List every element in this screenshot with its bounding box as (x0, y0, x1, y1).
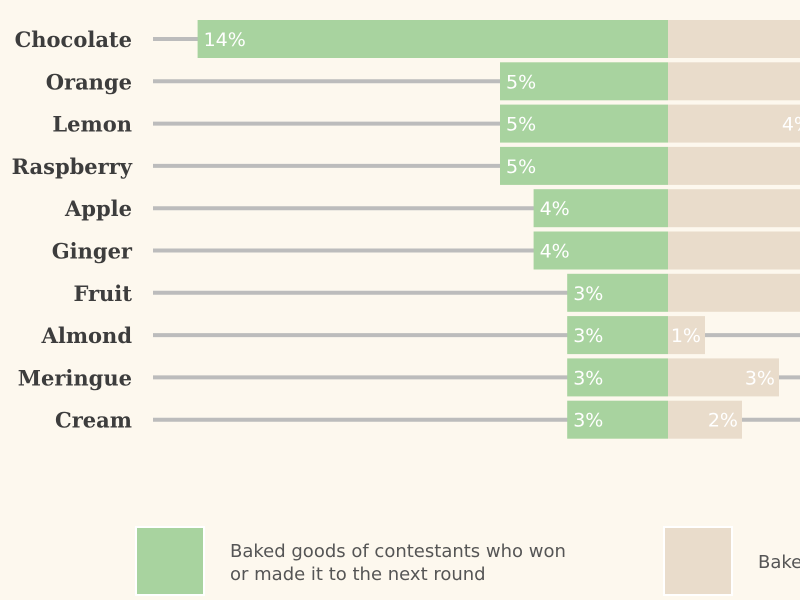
bar-right-cream (668, 400, 742, 439)
bar-right-almond (668, 316, 705, 355)
bar-left-apple (533, 189, 668, 228)
category-label-meringue: Meringue (18, 365, 132, 390)
bar-left-chocolate (197, 20, 668, 58)
category-label-chocolate: Chocolate (15, 27, 132, 52)
category-label-orange: Orange (46, 69, 132, 94)
value-label-right-lemon: 4% (782, 114, 800, 136)
value-label-left-raspberry: 5% (506, 156, 536, 178)
bar-left-almond (567, 316, 668, 355)
value-label-left-apple: 4% (540, 198, 570, 220)
category-label-ginger: Ginger (52, 239, 133, 264)
bar-left-fruit (567, 273, 668, 312)
value-label-left-lemon: 5% (506, 114, 536, 136)
category-label-lemon: Lemon (52, 112, 132, 137)
bar-left-cream (567, 400, 668, 439)
value-label-right-meringue: 3% (745, 367, 775, 389)
bar-right-orange (668, 62, 800, 101)
category-label-raspberry: Raspberry (12, 154, 133, 179)
value-label-right-cream: 2% (708, 410, 738, 432)
bar-left-ginger (533, 231, 668, 270)
bar-right-meringue (668, 358, 779, 397)
value-label-left-orange: 5% (506, 71, 536, 93)
bar-right-raspberry (668, 146, 800, 185)
bar-left-lemon (500, 104, 668, 143)
value-label-left-almond: 3% (573, 325, 603, 347)
bar-left-orange (500, 62, 668, 101)
bar-right-apple (668, 189, 800, 228)
value-label-left-fruit: 3% (573, 283, 603, 305)
value-label-left-meringue: 3% (573, 367, 603, 389)
bar-left-raspberry (500, 146, 668, 185)
legend-label-1-line-1: Baked goods of contestants who won (230, 541, 566, 562)
category-label-apple: Apple (64, 196, 132, 221)
value-label-left-ginger: 4% (540, 241, 570, 263)
value-label-left-chocolate: 14% (204, 29, 246, 51)
bar-right-chocolate (668, 20, 800, 58)
bar-right-ginger (668, 231, 800, 270)
legend-swatch-2 (663, 526, 733, 596)
value-label-left-cream: 3% (573, 410, 603, 432)
legend-label-1-line-2: or made it to the next round (230, 564, 486, 585)
bar-right-fruit (668, 273, 800, 312)
bar-right-lemon (668, 104, 800, 143)
category-label-fruit: Fruit (73, 281, 132, 306)
category-label-almond: Almond (41, 323, 133, 348)
legend-swatch-1 (135, 526, 205, 596)
category-label-cream: Cream (55, 408, 132, 433)
value-label-right-almond: 1% (671, 325, 701, 347)
legend-label-2-line-1: Bake (758, 552, 800, 573)
bar-left-meringue (567, 358, 668, 397)
chart-rows: 14%Chocolate5%Orange4%5%Lemon45%Raspberr… (12, 20, 800, 439)
